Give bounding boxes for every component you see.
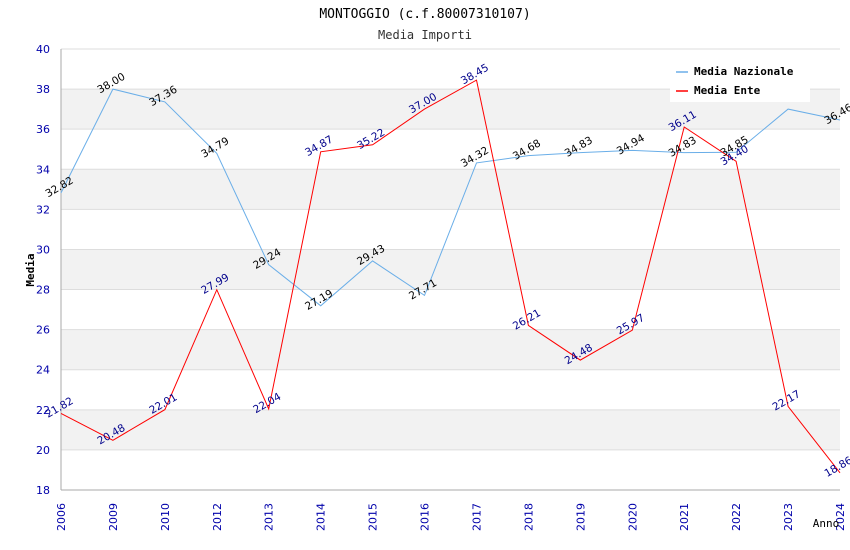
bg-band bbox=[61, 249, 840, 290]
series-line-media-ente bbox=[60, 79, 841, 474]
y-tick-label: 18 bbox=[36, 484, 50, 497]
x-tick-label: 2023 bbox=[782, 503, 795, 531]
x-tick-label: 2017 bbox=[470, 503, 483, 531]
y-tick-label: 32 bbox=[36, 203, 50, 216]
data-label: 35.22 bbox=[355, 127, 387, 152]
data-label: 34.79 bbox=[199, 135, 231, 160]
x-tick-label: 2006 bbox=[55, 503, 68, 531]
y-tick-label: 28 bbox=[36, 284, 50, 297]
bg-band bbox=[61, 169, 840, 210]
x-tick-labels: 2006 2009 2010 2012 2013 2014 2015 2016 2017 2018… bbox=[55, 503, 847, 531]
y-axis-label: Media bbox=[24, 253, 37, 286]
y-tick-label: 24 bbox=[36, 364, 50, 377]
legend-label-media-nazionale: Media Nazionale bbox=[694, 65, 794, 78]
x-tick-label: 2024 bbox=[834, 503, 847, 531]
data-label: 38.45 bbox=[459, 62, 491, 87]
data-label: 34.68 bbox=[511, 137, 543, 162]
data-label: 26.21 bbox=[511, 307, 543, 332]
x-tick-label: 2015 bbox=[367, 503, 380, 531]
data-label: 34.83 bbox=[667, 134, 699, 159]
y-tick-label: 20 bbox=[36, 444, 50, 457]
x-axis-label: Anno bbox=[813, 517, 840, 530]
x-tick-label: 2021 bbox=[678, 503, 691, 531]
data-label: 27.19 bbox=[303, 287, 335, 312]
x-tick-label: 2019 bbox=[574, 503, 587, 531]
y-tick-label: 36 bbox=[36, 123, 50, 136]
x-tick-label: 2020 bbox=[626, 503, 639, 531]
y-tick-label: 34 bbox=[36, 163, 50, 176]
chart-subtitle: Media Importi bbox=[378, 28, 472, 42]
series-line-media-nazionale bbox=[60, 88, 841, 307]
x-tick-label: 2014 bbox=[315, 503, 328, 531]
y-tick-label: 38 bbox=[36, 83, 50, 96]
series-lines bbox=[60, 79, 841, 474]
legend-box bbox=[670, 62, 810, 102]
data-label: 34.94 bbox=[615, 132, 647, 158]
data-label: 34.87 bbox=[303, 134, 335, 159]
bg-band bbox=[61, 409, 840, 450]
y-tick-label: 30 bbox=[36, 243, 50, 256]
x-tick-label: 2018 bbox=[522, 503, 535, 531]
legend: Media Nazionale Media Ente bbox=[670, 62, 810, 102]
x-tick-label: 2009 bbox=[107, 503, 120, 531]
bg-band bbox=[61, 329, 840, 370]
chart-title: MONTOGGIO (c.f.80007310107) bbox=[319, 7, 530, 22]
x-tick-label: 2016 bbox=[419, 503, 432, 531]
background-bands bbox=[61, 89, 840, 450]
legend-label-media-ente: Media Ente bbox=[694, 84, 761, 97]
x-tick-label: 2012 bbox=[211, 503, 224, 531]
data-label: 34.83 bbox=[563, 134, 595, 159]
y-tick-label: 22 bbox=[36, 404, 50, 417]
y-tick-labels: 18 20 22 24 26 28 30 32 34 36 38 40 bbox=[36, 43, 50, 497]
x-tick-label: 2013 bbox=[263, 503, 276, 531]
x-tick-label: 2010 bbox=[159, 503, 172, 531]
y-tick-label: 26 bbox=[36, 324, 50, 337]
y-tick-label: 40 bbox=[36, 43, 50, 56]
data-label: 18.86 bbox=[822, 454, 850, 480]
x-tick-label: 2022 bbox=[730, 503, 743, 531]
